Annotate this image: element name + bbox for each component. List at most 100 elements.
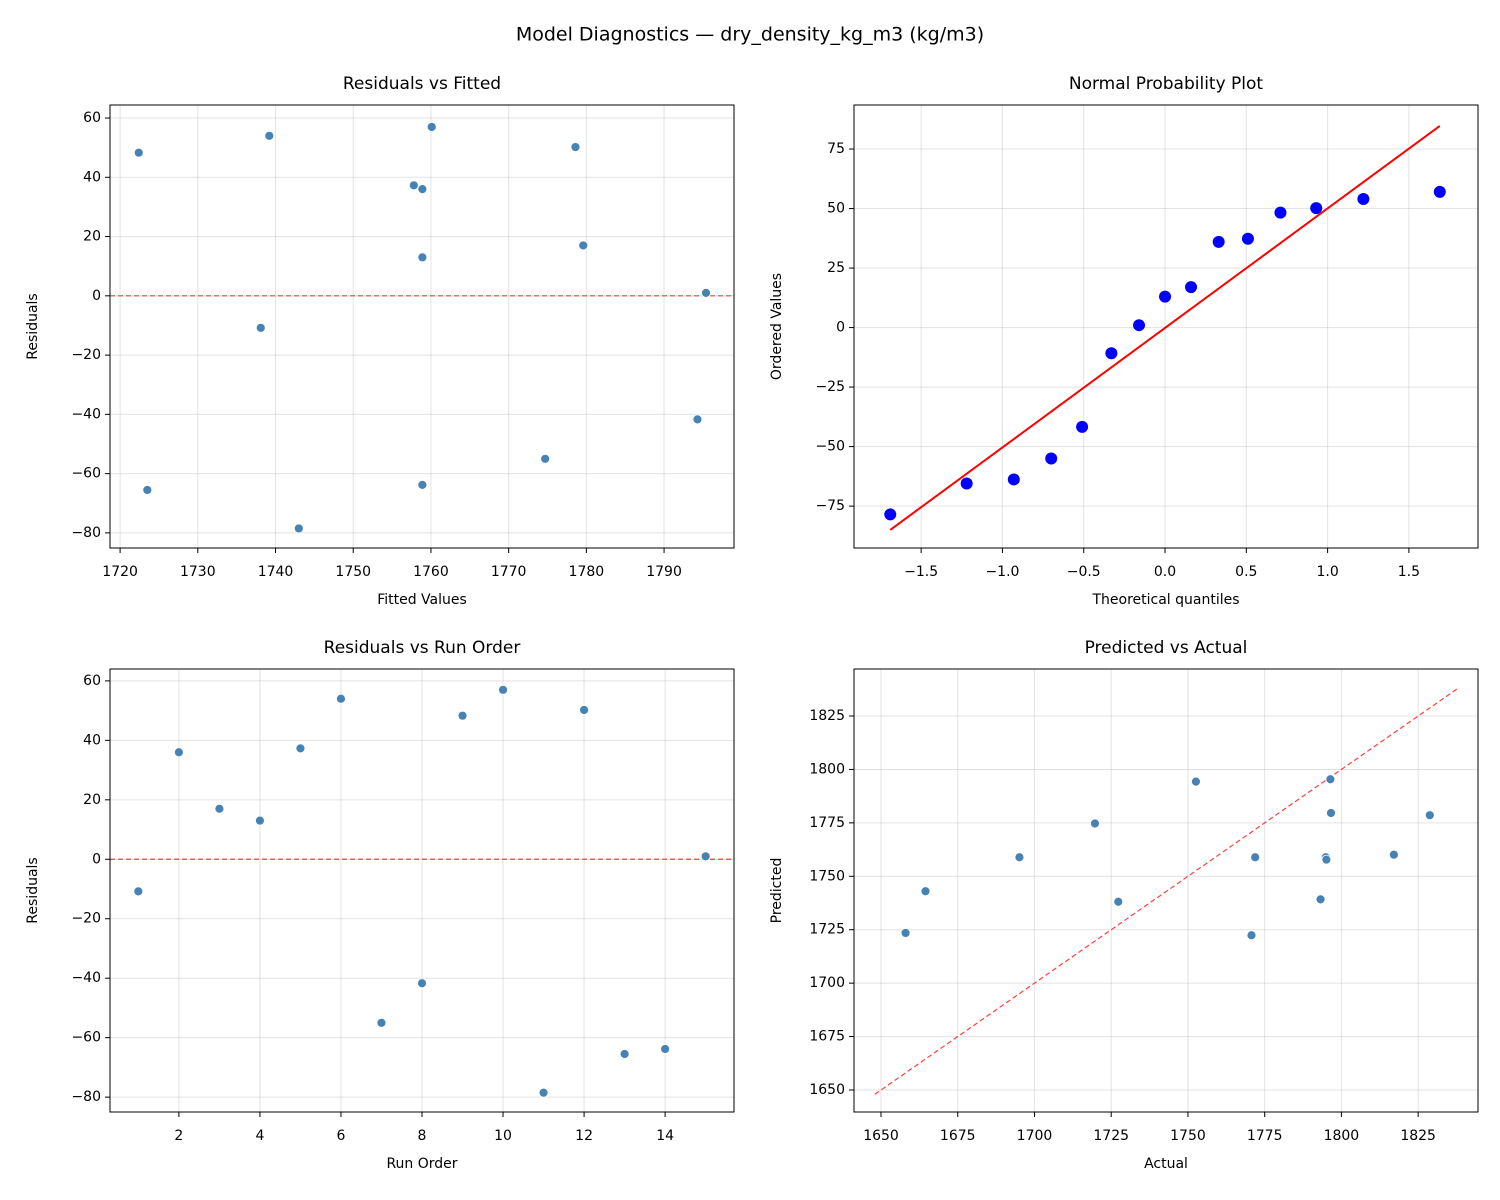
x-tick-label: 6 xyxy=(337,1128,346,1144)
y-tick-label: −20 xyxy=(71,911,101,927)
y-tick-label: 20 xyxy=(83,229,101,245)
x-tick-label: 1790 xyxy=(646,564,682,580)
x-tick-label: 1650 xyxy=(863,1128,899,1144)
data-point xyxy=(1246,930,1257,941)
y-tick-label: 50 xyxy=(827,201,845,217)
x-tick-label: 1780 xyxy=(569,564,605,580)
data-point xyxy=(540,453,551,464)
y-tick-label: 40 xyxy=(83,732,101,748)
data-point xyxy=(884,508,897,521)
data-point xyxy=(1212,235,1225,248)
data-point xyxy=(692,414,703,425)
data-point xyxy=(579,705,589,715)
x-tick-label: 4 xyxy=(255,1128,264,1144)
data-point xyxy=(264,130,275,141)
x-axis-label: Run Order xyxy=(386,1156,457,1172)
x-tick-label: 1725 xyxy=(1093,1128,1129,1144)
y-axis-label: Residuals xyxy=(25,857,41,923)
data-point xyxy=(1388,849,1399,860)
data-point xyxy=(578,240,589,251)
x-tick-label: −0.5 xyxy=(1067,564,1101,580)
x-tick-label: −1.0 xyxy=(985,564,1019,580)
y-tick-label: 1650 xyxy=(809,1082,845,1098)
x-tick-label: 1775 xyxy=(1247,1128,1283,1144)
y-tick-label: −40 xyxy=(71,406,101,422)
x-tick-label: 1.0 xyxy=(1316,564,1338,580)
data-point xyxy=(293,523,304,534)
y-tick-label: −40 xyxy=(71,970,101,986)
y-tick-label: 40 xyxy=(83,169,101,185)
data-point xyxy=(1250,852,1261,863)
y-axis-label: Residuals xyxy=(25,293,41,359)
data-point xyxy=(1325,774,1336,785)
data-point xyxy=(1090,818,1100,829)
data-point xyxy=(133,147,144,158)
data-point xyxy=(142,485,153,495)
data-point xyxy=(1310,202,1323,215)
x-tick-label: 1770 xyxy=(491,564,527,580)
data-point xyxy=(1315,894,1326,905)
y-tick-label: 60 xyxy=(83,673,101,689)
data-point xyxy=(1274,206,1287,219)
y-tick-label: 1825 xyxy=(809,708,845,724)
data-point xyxy=(1133,319,1146,332)
x-tick-label: 0.0 xyxy=(1154,564,1176,580)
data-point xyxy=(1014,852,1025,863)
fit-line xyxy=(889,125,1441,531)
axes-frame xyxy=(109,668,735,1113)
data-point xyxy=(1321,854,1332,865)
y-tick-label: 0 xyxy=(836,320,845,336)
y-tick-label: −20 xyxy=(71,347,101,363)
x-tick-label: 8 xyxy=(418,1128,427,1144)
data-point xyxy=(1424,810,1435,821)
y-tick-label: −60 xyxy=(71,466,101,482)
data-point xyxy=(538,1087,549,1098)
data-point xyxy=(457,710,468,721)
data-point xyxy=(1241,232,1254,245)
subplot-title: Normal Probability Plot xyxy=(1069,74,1264,94)
subplot: Normal Probability Plot Theoretical quant… xyxy=(769,74,1479,608)
y-tick-label: 1775 xyxy=(809,815,845,831)
x-tick-label: 1675 xyxy=(940,1128,976,1144)
data-point xyxy=(417,184,428,195)
y-tick-label: −75 xyxy=(815,498,845,514)
x-tick-label: 1750 xyxy=(335,564,371,580)
data-point xyxy=(1113,896,1124,907)
subplot-title: Residuals vs Run Order xyxy=(324,638,521,658)
data-point xyxy=(1105,347,1118,360)
x-tick-label: 1825 xyxy=(1400,1128,1436,1144)
y-tick-label: 1675 xyxy=(809,1029,845,1045)
y-tick-label: 0 xyxy=(92,288,101,304)
y-tick-label: −60 xyxy=(71,1030,101,1046)
x-tick-label: 1720 xyxy=(102,564,138,580)
axes-frame xyxy=(853,668,1479,1113)
data-point xyxy=(133,886,144,897)
data-point xyxy=(295,743,306,754)
y-axis-label: Predicted xyxy=(769,858,785,924)
data-point xyxy=(214,803,225,814)
data-point xyxy=(701,287,711,298)
data-point xyxy=(255,815,265,826)
x-tick-label: 14 xyxy=(656,1128,674,1144)
data-point xyxy=(619,1049,630,1059)
data-point xyxy=(426,122,437,132)
data-point xyxy=(1326,808,1336,818)
subplot-title: Predicted vs Actual xyxy=(1085,638,1248,658)
x-tick-label: 1.5 xyxy=(1398,564,1420,580)
data-point xyxy=(173,747,184,758)
y-tick-label: 1700 xyxy=(809,975,845,991)
data-point xyxy=(1045,452,1058,465)
data-point xyxy=(1159,290,1172,303)
data-point xyxy=(408,180,419,191)
x-tick-label: 1700 xyxy=(1017,1128,1053,1144)
x-tick-label: 2 xyxy=(174,1128,183,1144)
data-point xyxy=(700,851,711,862)
data-point xyxy=(1191,776,1201,787)
data-point xyxy=(1433,185,1446,198)
y-tick-label: 75 xyxy=(827,141,845,157)
x-tick-label: 1760 xyxy=(413,564,449,580)
y-tick-label: −80 xyxy=(71,1089,101,1105)
subplot: Residuals vs Run Order Run Order Residuals… xyxy=(25,638,735,1172)
data-point xyxy=(920,886,931,897)
